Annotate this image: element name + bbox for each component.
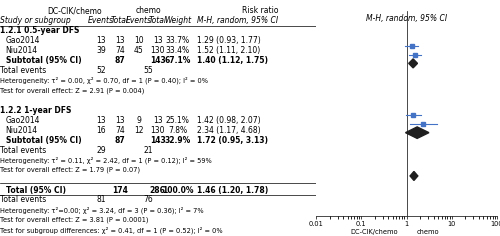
Text: 33.4%: 33.4%	[166, 46, 190, 55]
Text: DC-CIK/chemo: DC-CIK/chemo	[48, 6, 102, 15]
Text: 1.2.2 1-year DFS: 1.2.2 1-year DFS	[0, 106, 72, 115]
Text: 100.0%: 100.0%	[162, 185, 194, 194]
Text: Total: Total	[111, 16, 129, 25]
Text: Gao2014: Gao2014	[6, 36, 40, 45]
Text: Heterogeneity: τ²=0.00; χ² = 3.24, df = 3 (P = 0.36); I² = 7%: Heterogeneity: τ²=0.00; χ² = 3.24, df = …	[0, 206, 204, 214]
Text: 74: 74	[115, 126, 125, 135]
Text: 29: 29	[96, 146, 106, 155]
Text: Niu2014: Niu2014	[6, 46, 38, 55]
Text: 76: 76	[144, 195, 153, 204]
Text: Heterogeneity: τ² = 0.11, χ² = 2.42, df = 1 (P = 0.12); I² = 59%: Heterogeneity: τ² = 0.11, χ² = 2.42, df …	[0, 156, 212, 164]
Text: Heterogeneity: τ² = 0.00, χ² = 0.70, df = 1 (P = 0.40); I² = 0%: Heterogeneity: τ² = 0.00, χ² = 0.70, df …	[0, 77, 208, 84]
Text: 13: 13	[115, 36, 125, 45]
Text: 12: 12	[134, 126, 143, 135]
Text: 67.1%: 67.1%	[164, 56, 191, 65]
Text: Total: Total	[149, 16, 167, 25]
Text: chemo: chemo	[417, 229, 440, 235]
Text: Niu2014: Niu2014	[6, 126, 38, 135]
Polygon shape	[406, 127, 429, 138]
Text: 16: 16	[96, 126, 106, 135]
Text: Events: Events	[126, 16, 152, 25]
Text: 130: 130	[150, 46, 165, 55]
Text: Events: Events	[88, 16, 114, 25]
Text: 33.7%: 33.7%	[166, 36, 190, 45]
Text: 286: 286	[150, 185, 166, 194]
Text: Test for overall effect: Z = 1.79 (P = 0.07): Test for overall effect: Z = 1.79 (P = 0…	[0, 167, 140, 173]
Text: 39: 39	[96, 46, 106, 55]
Text: 1.40 (1.12, 1.75): 1.40 (1.12, 1.75)	[198, 56, 268, 65]
Text: Total events: Total events	[0, 66, 46, 75]
Text: 1.2.1 0.5-year DFS: 1.2.1 0.5-year DFS	[0, 26, 80, 35]
Text: M-H, random, 95% CI: M-H, random, 95% CI	[366, 14, 447, 23]
Text: 32.9%: 32.9%	[164, 136, 191, 145]
Text: 13: 13	[153, 36, 162, 45]
Text: 1.42 (0.98, 2.07): 1.42 (0.98, 2.07)	[198, 116, 261, 125]
Text: 87: 87	[114, 56, 126, 65]
Text: Gao2014: Gao2014	[6, 116, 40, 125]
Text: 9: 9	[136, 116, 141, 125]
Text: 1.72 (0.95, 3.13): 1.72 (0.95, 3.13)	[198, 136, 268, 145]
Text: Risk ratio: Risk ratio	[242, 6, 279, 15]
Text: 13: 13	[153, 116, 162, 125]
Text: 130: 130	[150, 126, 165, 135]
Text: Risk ratio: Risk ratio	[388, 0, 425, 2]
Text: Study or subgroup: Study or subgroup	[0, 16, 71, 25]
Text: 1.29 (0.93, 1.77): 1.29 (0.93, 1.77)	[198, 36, 261, 45]
Text: 81: 81	[96, 195, 106, 204]
Text: 87: 87	[114, 136, 126, 145]
Text: Total events: Total events	[0, 146, 46, 155]
Text: Test for overall effect: Z = 2.91 (P = 0.004): Test for overall effect: Z = 2.91 (P = 0…	[0, 87, 144, 94]
Text: 13: 13	[96, 36, 106, 45]
Text: M-H, random, 95% CI: M-H, random, 95% CI	[198, 16, 278, 25]
Text: 52: 52	[96, 66, 106, 75]
Text: 1.46 (1.20, 1.78): 1.46 (1.20, 1.78)	[198, 185, 268, 194]
Text: 25.1%: 25.1%	[166, 116, 190, 125]
Text: Total (95% CI): Total (95% CI)	[6, 185, 66, 194]
Text: 174: 174	[112, 185, 128, 194]
Polygon shape	[408, 59, 418, 68]
Text: 10: 10	[134, 36, 143, 45]
Text: chemo: chemo	[136, 6, 161, 15]
Text: 1.52 (1.11, 2.10): 1.52 (1.11, 2.10)	[198, 46, 260, 55]
Text: Subtotal (95% CI): Subtotal (95% CI)	[6, 56, 82, 65]
Text: 45: 45	[134, 46, 143, 55]
Text: Weight: Weight	[164, 16, 192, 25]
Text: Test for overall effect: Z = 3.81 (P = 0.0001): Test for overall effect: Z = 3.81 (P = 0…	[0, 217, 148, 223]
Text: DC-CIK/chemo: DC-CIK/chemo	[350, 229, 398, 235]
Text: 55: 55	[144, 66, 153, 75]
Text: 74: 74	[115, 46, 125, 55]
Text: 21: 21	[144, 146, 153, 155]
Text: Subtotal (95% CI): Subtotal (95% CI)	[6, 136, 82, 145]
Text: 13: 13	[115, 116, 125, 125]
Text: 7.8%: 7.8%	[168, 126, 188, 135]
Text: Total events: Total events	[0, 195, 46, 204]
Text: Test for subgroup differences: χ² = 0.41, df = 1 (P = 0.52); I² = 0%: Test for subgroup differences: χ² = 0.41…	[0, 226, 222, 234]
Text: 2.34 (1.17, 4.68): 2.34 (1.17, 4.68)	[198, 126, 261, 135]
Text: 143: 143	[150, 56, 166, 65]
Text: 13: 13	[96, 116, 106, 125]
Text: 143: 143	[150, 136, 166, 145]
Polygon shape	[410, 171, 418, 181]
